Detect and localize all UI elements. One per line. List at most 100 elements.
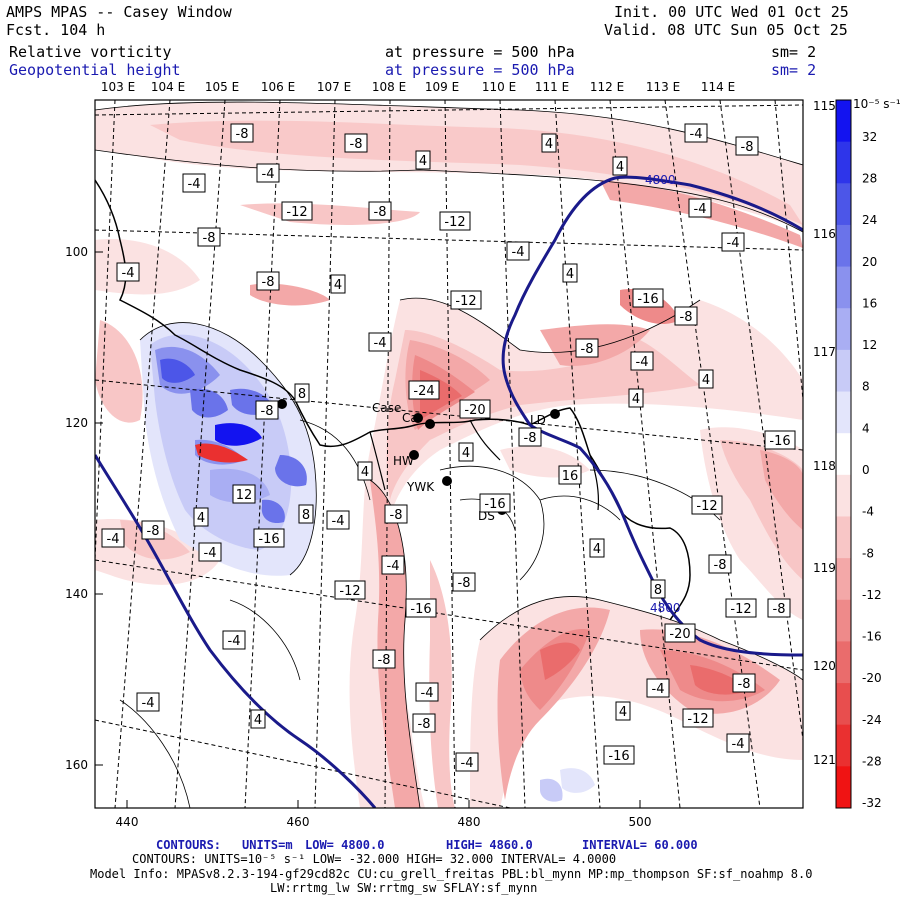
field1-level: at pressure = 500 hPa (385, 43, 575, 61)
colorbar-segment-12 (836, 599, 851, 642)
vorticity-label-23: -4 (374, 336, 387, 351)
vorticity-label-box-25 (630, 351, 654, 371)
vorticity-label-box-54 (405, 598, 437, 618)
vorticity-label-35: 4 (361, 465, 369, 480)
vorticity-label-box-43 (691, 495, 723, 515)
vorticity-label-box-66 (726, 733, 750, 753)
vorticity-label-33: -8 (524, 431, 537, 446)
plot-frame (94, 99, 804, 809)
vorticity-label-box-5 (541, 133, 557, 153)
vorticity-label-20: -16 (637, 292, 658, 307)
colorbar-segment-6 (836, 349, 851, 393)
longitude-gridlines (95, 100, 803, 808)
vorticity-label-45: -8 (147, 524, 160, 539)
lon-label-11: 114 E (701, 80, 735, 94)
vorticity-label-50: -8 (714, 558, 727, 573)
valid-time: Valid. 08 UTC Sun 05 Oct 25 (604, 21, 848, 39)
vorticity-label-box-49 (381, 555, 405, 575)
vorticity-label-box-18 (506, 241, 530, 261)
vorticity-label-28: -20 (464, 403, 485, 418)
lon-label-3: 106 E (261, 80, 295, 94)
colorbar-segment-5 (836, 308, 851, 351)
height-contour-label-1: 4800 (650, 601, 681, 615)
vorticity-label-40: -16 (484, 497, 505, 512)
vorticity-label-box-56 (767, 598, 791, 618)
vorticity-label-66: -4 (732, 737, 745, 752)
lon-label-4: 107 E (317, 80, 351, 94)
vorticity-label-58: -8 (378, 653, 391, 668)
colorbar-segment-9 (836, 474, 851, 517)
colorbar-segment-14 (836, 683, 851, 726)
station-marker-1 (425, 419, 435, 429)
vorticity-label-68: -16 (608, 749, 629, 764)
vorticity-label-8: 4 (616, 160, 624, 175)
vorticity-label-box-53 (452, 572, 476, 592)
height-contours-interval: INTERVAL= 60.000 (582, 838, 698, 852)
station-label-3: LD (530, 413, 546, 427)
vorticity-label-box-9 (281, 201, 313, 221)
vorticity-label-box-24 (575, 338, 599, 358)
vorticity-label-box-35 (357, 461, 373, 481)
vorticity-label-box-6 (684, 123, 708, 143)
vorticity-label-box-45 (141, 520, 165, 540)
vorticity-label-44: -8 (390, 508, 403, 523)
vorticity-label-box-37 (232, 484, 256, 504)
vorticity-label-54: -16 (410, 602, 431, 617)
model-info-line2: LW:rrtmg_lw SW:rrtmg_sw SFLAY:sf_mynn (270, 881, 538, 895)
vorticity-label-box-58 (372, 649, 396, 669)
colorbar-tick-8: 0 (862, 463, 870, 477)
colorbar-tick-16: -32 (862, 796, 882, 810)
vorticity-label-51: 8 (654, 583, 662, 598)
vorticity-label-box-23 (368, 332, 392, 352)
vorticity-label-box-39 (193, 507, 209, 527)
colorbar-tick-14: -24 (862, 713, 882, 727)
vorticity-label-box-3 (256, 163, 280, 183)
vorticity-label-29: 4 (702, 373, 710, 388)
vorticity-label-27: -24 (413, 384, 434, 399)
vorticity-label-57: -20 (669, 627, 690, 642)
colorbar-tick-1: 28 (862, 171, 877, 185)
vorticity-label-18: -4 (512, 245, 525, 260)
model-title: AMPS MPAS -- Casey Window (6, 3, 232, 21)
colorbar-segment-7 (836, 391, 851, 434)
height-labels-layer: 4800 4800 (645, 173, 681, 615)
axis-ticks (95, 251, 641, 808)
vorticity-label-64: -4 (142, 696, 155, 711)
vorticity-label-55: -12 (730, 602, 751, 617)
vorticity-label-53: -8 (458, 576, 471, 591)
vorticity-label-box-68 (603, 745, 635, 765)
vorticity-label-37: 12 (236, 488, 253, 503)
axis-tick-labels-layer: 440 460 480 500 100 120 140 160 (65, 245, 651, 829)
vorticity-label-box-36 (558, 465, 582, 485)
colorbar-segment-8 (836, 433, 851, 476)
vorticity-label-box-57 (664, 623, 696, 643)
vorticity-label-box-42 (101, 528, 125, 548)
vorticity-label-box-69 (250, 709, 266, 729)
vorticity-label-39: 4 (197, 511, 205, 526)
vorticity-label-10: -8 (374, 205, 387, 220)
y-tick-label-0: 100 (65, 245, 88, 259)
vorticity-label-47: -16 (258, 532, 279, 547)
vorticity-label-box-21 (450, 290, 482, 310)
vorticity-label-65: 4 (619, 705, 627, 720)
colorbar-segment-11 (836, 558, 851, 601)
vorticity-label-box-38 (298, 504, 314, 524)
model-info-line1: Model Info: MPASv8.2.3-194-gf29cd82c CU:… (90, 867, 813, 881)
lon-label-10: 113 E (646, 80, 680, 94)
field2-name: Geopotential height (9, 61, 181, 79)
colorbar-tick-10: -8 (862, 546, 874, 560)
vorticity-label-59: -8 (738, 677, 751, 692)
colorbar-segment-16 (836, 766, 851, 809)
colorbar-segment-13 (836, 641, 851, 684)
lon-label-7: 110 E (482, 80, 516, 94)
colorbar-segment-1 (836, 141, 851, 184)
height-contours-units: UNITS=m (242, 838, 293, 852)
vorticity-label-box-64 (136, 692, 160, 712)
vorticity-label-box-59 (732, 673, 756, 693)
vorticity-label-42: -4 (107, 532, 120, 547)
colorbar-units: 10⁻⁵ s⁻¹ (853, 97, 900, 111)
station-marker-0 (413, 413, 423, 423)
geopotential-height-contour-west (95, 454, 377, 808)
colorbar-tick-2: 24 (862, 213, 877, 227)
